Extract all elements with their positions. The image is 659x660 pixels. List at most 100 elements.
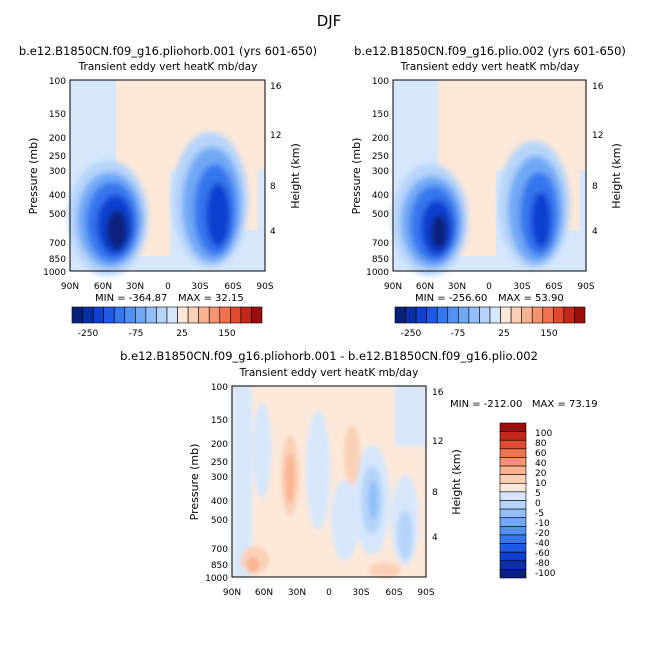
colorbar-swatch <box>574 306 586 324</box>
x-tick: 60S <box>224 282 241 292</box>
colorbar-swatch <box>499 448 527 458</box>
colorbar-swatch <box>499 491 527 501</box>
colorbar-tick: 150 <box>218 329 235 339</box>
colorbar-swatch <box>499 439 527 450</box>
y-right-tick: 4 <box>592 227 598 237</box>
colorbar-swatch <box>219 306 231 324</box>
colorbar-swatch <box>208 306 221 324</box>
y-tick: 500 <box>211 516 228 526</box>
colorbar-swatch <box>510 306 522 324</box>
colorbar-swatch <box>145 306 157 324</box>
colorbar-tick: 100 <box>535 429 552 439</box>
y-tick: 250 <box>49 152 66 162</box>
y-tick: 150 <box>211 416 228 426</box>
x-tick: 30S <box>352 588 369 598</box>
panel-3-subtitle: Transient eddy vert heatK mb/day <box>239 367 419 379</box>
panel-1-max-label: MAX = 32.15 <box>178 293 244 304</box>
colorbar-tick: -5 <box>535 509 544 519</box>
x-tick: 0 <box>486 282 492 292</box>
panel-3-minmax-label: MIN = -212.00 MAX = 73.19 <box>450 399 598 410</box>
x-tick: 90N <box>223 588 241 598</box>
figure-title: DJF <box>317 12 342 30</box>
panel-1-title: b.e12.B1850CN.f09_g16.pliohorb.001 (yrs … <box>19 44 317 58</box>
colorbar-swatch <box>166 306 178 324</box>
panel-3-colorbar <box>499 422 527 579</box>
x-tick: 0 <box>165 282 171 292</box>
colorbar-swatch <box>500 306 512 324</box>
panel-3-ylabel: Pressure (mb) <box>188 444 201 521</box>
colorbar-tick: -100 <box>535 569 556 579</box>
panel-2-frame <box>392 79 587 272</box>
colorbar-swatch <box>489 306 501 324</box>
y-right-tick: 12 <box>432 437 443 447</box>
colorbar-swatch <box>499 543 527 553</box>
colorbar-swatch <box>499 560 527 570</box>
colorbar-swatch <box>499 482 527 493</box>
colorbar-swatch <box>394 306 406 324</box>
x-tick: 60N <box>416 282 434 292</box>
y-tick: 400 <box>211 497 228 507</box>
y-tick: 300 <box>211 473 228 483</box>
x-tick: 30N <box>288 588 306 598</box>
y-tick: 850 <box>372 255 389 265</box>
colorbar-swatch <box>563 306 575 324</box>
colorbar-swatch <box>113 306 126 324</box>
colorbar-swatch <box>499 474 527 484</box>
colorbar-swatch <box>499 500 527 510</box>
colorbar-swatch <box>124 306 136 324</box>
panel-1-colorbar-ticks: -250 -75 25 150 <box>78 329 236 339</box>
panel-3-field <box>232 386 426 578</box>
y-right-tick: 12 <box>592 131 603 141</box>
panel-3-ylabel-right: Height (km) <box>450 449 463 515</box>
colorbar-swatch <box>71 306 83 324</box>
y-right-tick: 16 <box>270 82 282 92</box>
y-tick: 1000 <box>205 574 228 584</box>
x-tick: 90S <box>417 588 434 598</box>
panel-2-y-ticks: 100 150 200 250 300 400 500 700 850 1000 <box>366 77 389 278</box>
panel-1-ylabel-right: Height (km) <box>289 143 302 209</box>
y-tick: 850 <box>49 255 66 265</box>
y-tick: 150 <box>372 110 389 120</box>
panel-3-frame <box>231 385 427 578</box>
x-tick: 60S <box>385 588 402 598</box>
colorbar-swatch <box>230 306 242 324</box>
colorbar-swatch <box>479 306 491 324</box>
colorbar-swatch <box>499 431 527 441</box>
colorbar-swatch <box>499 534 527 544</box>
colorbar-tick: 20 <box>535 469 547 479</box>
panel-2-colorbar <box>394 306 586 324</box>
colorbar-tick: -80 <box>535 559 550 569</box>
colorbar-swatch <box>426 306 438 324</box>
panel-2-min-label: MIN = -256.60 <box>415 293 487 304</box>
y-tick: 850 <box>211 561 228 571</box>
colorbar-swatch <box>499 569 527 579</box>
colorbar-swatch <box>92 306 104 324</box>
x-tick: 30S <box>513 282 530 292</box>
panel-2-ylabel: Pressure (mb) <box>350 138 363 215</box>
colorbar-tick: -75 <box>451 329 466 339</box>
panel-2: b.e12.B1850CN.f09_g16.plio.002 (yrs 601-… <box>350 44 626 339</box>
panel-2-x-ticks: 90N 60N 30N 0 30S 60S 90S <box>384 282 595 292</box>
x-tick: 60N <box>255 588 273 598</box>
y-tick: 300 <box>49 167 66 177</box>
colorbar-tick: 80 <box>535 439 547 449</box>
colorbar-swatch <box>499 422 527 432</box>
panel-1-ylabel: Pressure (mb) <box>27 138 40 215</box>
y-tick: 200 <box>211 440 228 450</box>
y-tick: 500 <box>372 210 389 220</box>
colorbar-swatch <box>499 526 527 536</box>
x-tick: 60S <box>545 282 562 292</box>
y-tick: 400 <box>49 191 66 201</box>
y-tick: 250 <box>211 458 228 468</box>
y-tick: 500 <box>49 210 66 220</box>
colorbar-swatch <box>447 306 459 324</box>
colorbar-tick: -10 <box>535 519 550 529</box>
colorbar-swatch <box>521 306 533 324</box>
colorbar-tick: 40 <box>535 459 547 469</box>
colorbar-tick: 25 <box>176 329 187 339</box>
panel-2-max-label: MAX = 53.90 <box>498 293 564 304</box>
x-tick: 30S <box>191 282 208 292</box>
panel-1: b.e12.B1850CN.f09_g16.pliohorb.001 (yrs … <box>19 44 317 339</box>
colorbar-swatch <box>436 306 449 324</box>
colorbar-tick: 150 <box>540 329 557 339</box>
